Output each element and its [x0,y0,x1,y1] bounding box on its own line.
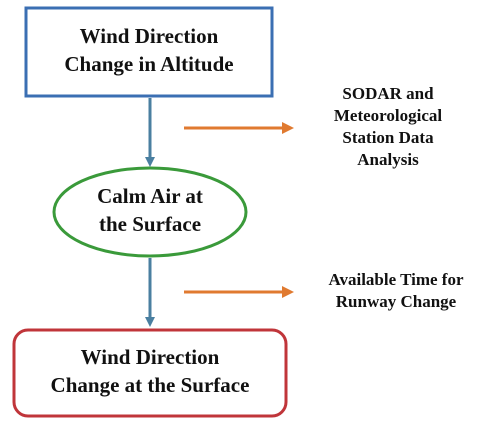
label: Station Data [342,128,434,147]
box-surface [12,328,288,418]
label: SODAR and [342,84,434,103]
label: Runway Change [336,292,457,311]
label: Analysis [357,150,419,169]
label: the Surface [99,212,201,236]
label: Change in Altitude [64,52,233,76]
label: Meteorological [334,106,443,125]
label: Change at the Surface [51,373,250,397]
label: Calm Air at [97,184,203,208]
label: Available Time for [328,270,464,289]
box-altitude [24,6,274,98]
ellipse-calm [52,166,248,258]
label: Wind Direction [81,345,220,369]
label: Wind Direction [80,24,219,48]
